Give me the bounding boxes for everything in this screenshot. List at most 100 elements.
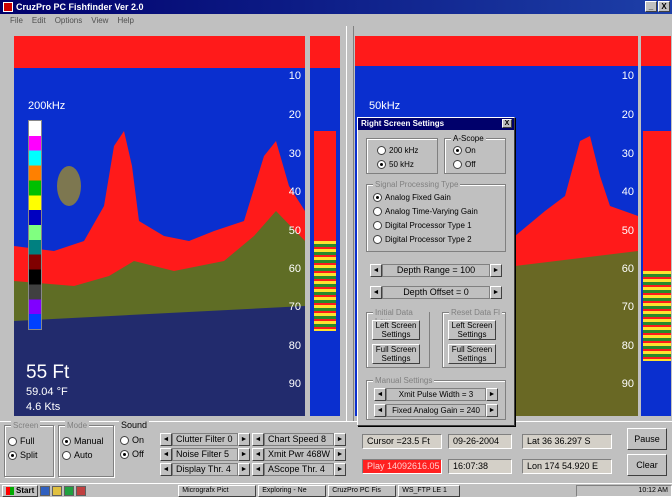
- quicklaunch-folder-icon[interactable]: [52, 485, 63, 496]
- decrement-arrow-icon[interactable]: ◄: [160, 462, 172, 476]
- increment-arrow-icon[interactable]: ►: [238, 447, 250, 461]
- signal-analog-fixed-radio[interactable]: Analog Fixed Gain: [373, 193, 451, 202]
- decrement-arrow-icon[interactable]: ◄: [252, 447, 264, 461]
- freq-50-radio[interactable]: 50 kHz: [377, 160, 414, 169]
- decrement-arrow-icon[interactable]: ◄: [370, 264, 382, 277]
- task-cruzpro[interactable]: CruzPro PC Fis: [328, 484, 397, 497]
- depth-offset-spinner[interactable]: ◄ Depth Offset = 0 ►: [370, 286, 502, 300]
- left-echogram: [14, 36, 305, 416]
- depth-tick: 30: [621, 148, 634, 160]
- decrement-arrow-icon[interactable]: ◄: [374, 404, 386, 417]
- depth-tick: 60: [288, 263, 301, 275]
- cursor-readout: Cursor =23.5 Ft: [362, 434, 442, 449]
- pause-button[interactable]: Pause: [627, 428, 667, 450]
- menu-help[interactable]: Help: [117, 15, 134, 25]
- fixed-analog-gain-spinner[interactable]: ◄ Fixed Analog Gain = 240 ►: [374, 404, 498, 418]
- radio-icon: [62, 450, 71, 460]
- increment-arrow-icon[interactable]: ►: [334, 432, 346, 446]
- right-screen-settings-dialog: Right Screen Settings X 200 kHz 50 kHz A…: [357, 117, 515, 426]
- screen-split-radio[interactable]: Split: [8, 448, 50, 462]
- color-scale-bar: [28, 120, 42, 330]
- task-micrografx[interactable]: Micrografx Pict: [178, 484, 257, 497]
- decrement-arrow-icon[interactable]: ◄: [160, 447, 172, 461]
- minimize-button[interactable]: _: [645, 1, 657, 12]
- signal-analog-tvg-radio[interactable]: Analog Time-Varying Gain: [373, 207, 478, 216]
- sound-off-radio[interactable]: Off: [120, 447, 152, 461]
- ascope-off-radio[interactable]: Off: [453, 160, 476, 169]
- menu-view[interactable]: View: [91, 15, 109, 25]
- left-ascope-strip: [310, 36, 340, 416]
- increment-arrow-icon[interactable]: ►: [490, 286, 502, 299]
- quicklaunch-mail-icon[interactable]: [76, 485, 87, 496]
- left-screen-settings-button[interactable]: Left Screen Settings: [372, 320, 420, 340]
- increment-arrow-icon[interactable]: ►: [238, 432, 250, 446]
- surface-clutter: [14, 36, 305, 68]
- decrement-arrow-icon[interactable]: ◄: [374, 388, 386, 401]
- increment-arrow-icon[interactable]: ►: [490, 264, 502, 277]
- display-thr-spinner[interactable]: ◄ Display Thr. 4 ►: [160, 462, 250, 476]
- menu-edit[interactable]: Edit: [31, 15, 46, 25]
- depth-tick: 30: [288, 148, 301, 160]
- increment-arrow-icon[interactable]: ►: [334, 447, 346, 461]
- ascope-surface: [641, 36, 671, 66]
- dialog-close-button[interactable]: X: [502, 119, 512, 128]
- screen-full-radio[interactable]: Full: [8, 434, 50, 448]
- depth-tick: 10: [621, 70, 634, 82]
- display-thr-value: Display Thr. 4: [172, 462, 238, 476]
- quicklaunch-browser-icon[interactable]: [40, 485, 51, 496]
- menu-file[interactable]: File: [10, 15, 23, 25]
- full-screen-settings-button-2[interactable]: Full Screen Settings: [448, 344, 496, 364]
- chart-speed-spinner[interactable]: ◄ Chart Speed 8 ►: [252, 432, 346, 446]
- signal-digital-2-radio[interactable]: Digital Processor Type 2: [373, 235, 472, 244]
- radio-label: On: [465, 146, 476, 155]
- depth-range-spinner[interactable]: ◄ Depth Range = 100 ►: [370, 264, 502, 278]
- ascope-stripes: [643, 271, 671, 361]
- speed-readout: 4.6 Kts: [26, 401, 61, 413]
- depth-tick: 50: [621, 225, 634, 237]
- close-button[interactable]: X: [658, 1, 670, 12]
- radio-icon: [8, 450, 17, 460]
- screen-group-title: Screen: [11, 421, 41, 430]
- radio-label: Digital Processor Type 2: [385, 235, 472, 244]
- depth-range-value: Depth Range = 100: [382, 264, 490, 277]
- decrement-arrow-icon[interactable]: ◄: [252, 462, 264, 476]
- quicklaunch-app-icon[interactable]: [64, 485, 75, 496]
- system-tray-clock: 10:12 AM: [576, 484, 672, 497]
- latitude-readout: Lat 36 36.297 S: [522, 434, 612, 449]
- menu-options[interactable]: Options: [54, 15, 83, 25]
- seabed-grain: [515, 251, 638, 416]
- full-screen-settings-button[interactable]: Full Screen Settings: [372, 344, 420, 364]
- ascope-group-title: A-Scope: [451, 134, 486, 143]
- depth-tick: 80: [288, 340, 301, 352]
- increment-arrow-icon[interactable]: ►: [334, 462, 346, 476]
- xmit-pulse-width-spinner[interactable]: ◄ Xmit Pulse Width = 3 ►: [374, 388, 498, 402]
- left-screen-settings-button-2[interactable]: Left Screen Settings: [448, 320, 496, 340]
- decrement-arrow-icon[interactable]: ◄: [370, 286, 382, 299]
- radio-label: 200 kHz: [389, 146, 419, 155]
- ascope-thr-spinner[interactable]: ◄ AScope Thr. 4 ►: [252, 462, 346, 476]
- increment-arrow-icon[interactable]: ►: [486, 404, 498, 417]
- mode-manual-radio[interactable]: Manual: [62, 434, 110, 448]
- clear-button[interactable]: Clear: [627, 454, 667, 476]
- depth-tick: 20: [621, 109, 634, 121]
- clutter-filter-spinner[interactable]: ◄ Clutter Filter 0 ►: [160, 432, 250, 446]
- sound-on-radio[interactable]: On: [120, 433, 152, 447]
- xmit-pwr-spinner[interactable]: ◄ Xmit Pwr 468W ►: [252, 447, 346, 461]
- mode-auto-radio[interactable]: Auto: [62, 448, 110, 462]
- task-exploring[interactable]: Exploring - Ne: [258, 484, 327, 497]
- freq-200-radio[interactable]: 200 kHz: [377, 146, 418, 155]
- ascope-on-radio[interactable]: On: [453, 146, 476, 155]
- signal-digital-1-radio[interactable]: Digital Processor Type 1: [373, 221, 472, 230]
- left-sonar-display[interactable]: 10 20 30 40 50 60 70 80 90 200kHz 55 Ft …: [14, 36, 305, 416]
- temperature-value: 59.04: [26, 386, 54, 398]
- noise-filter-spinner[interactable]: ◄ Noise Filter 5 ►: [160, 447, 250, 461]
- decrement-arrow-icon[interactable]: ◄: [252, 432, 264, 446]
- radio-icon: [8, 436, 17, 446]
- frequency-group: 200 kHz 50 kHz: [366, 138, 438, 174]
- increment-arrow-icon[interactable]: ►: [486, 388, 498, 401]
- task-wsftp[interactable]: WS_FTP LE 1: [398, 484, 461, 497]
- start-button[interactable]: Start: [2, 484, 39, 497]
- sound-group-title: Sound: [119, 420, 150, 430]
- increment-arrow-icon[interactable]: ►: [238, 462, 250, 476]
- decrement-arrow-icon[interactable]: ◄: [160, 432, 172, 446]
